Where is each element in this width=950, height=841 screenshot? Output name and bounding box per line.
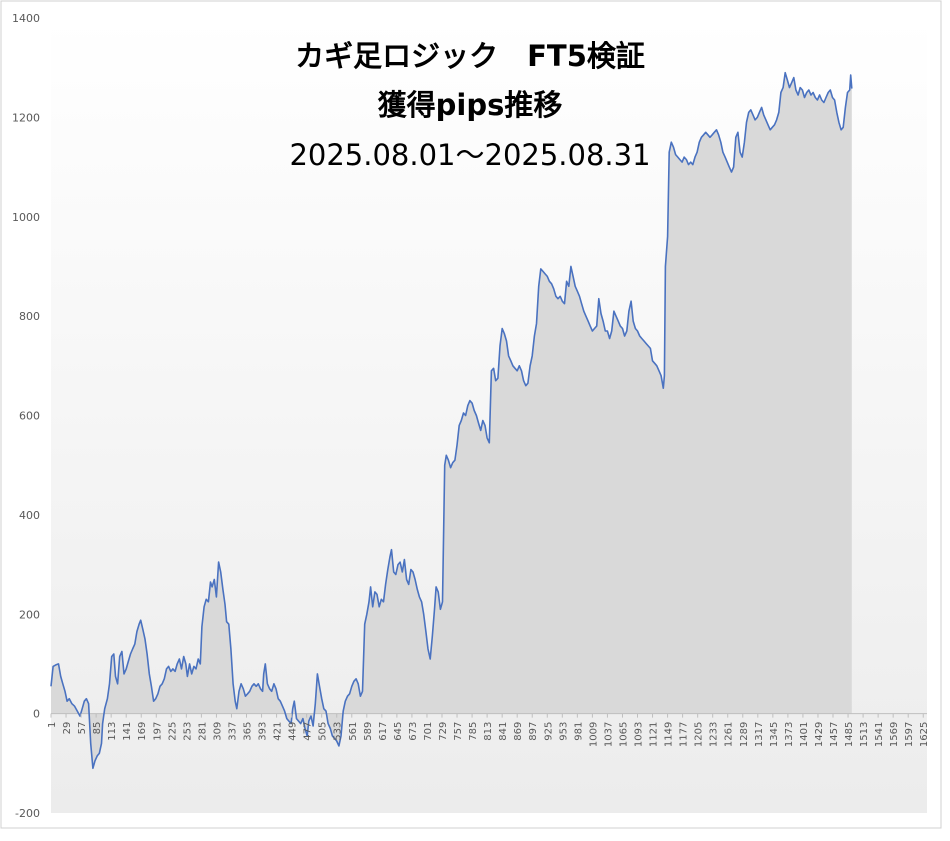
- x-tick-label: 673: [408, 722, 419, 741]
- y-tick-label: 0: [33, 708, 40, 721]
- x-tick-label: 1065: [619, 722, 630, 747]
- x-tick-label: 477: [303, 722, 314, 741]
- x-tick-label: 113: [107, 722, 118, 741]
- chart-title-line-3: 2025.08.01～2025.08.31: [289, 138, 650, 172]
- x-tick-label: 561: [348, 722, 359, 741]
- x-tick-label: 1037: [603, 722, 614, 747]
- x-tick-label: 1569: [889, 722, 900, 747]
- y-tick-label: 400: [19, 509, 40, 522]
- x-tick-label: 1261: [724, 722, 735, 747]
- x-tick-label: 29: [62, 722, 73, 735]
- x-tick-label: 757: [453, 722, 464, 741]
- x-tick-label: 729: [438, 722, 449, 741]
- x-tick-label: 337: [228, 722, 239, 741]
- y-tick-label: 200: [19, 608, 40, 621]
- x-tick-label: 869: [513, 722, 524, 741]
- y-tick-label: 1000: [12, 211, 40, 224]
- pips-line: [50, 71, 853, 770]
- x-tick-label: 365: [243, 722, 254, 741]
- x-tick-label: 841: [498, 722, 509, 741]
- x-tick-label: 617: [378, 722, 389, 741]
- x-tick-label: 1401: [799, 722, 810, 747]
- x-tick-label: 1597: [904, 722, 915, 747]
- x-tick-label: 57: [77, 722, 88, 735]
- x-tick-label: 1233: [709, 722, 720, 747]
- x-tick-label: 169: [137, 722, 148, 741]
- x-tick-label: 925: [543, 722, 554, 741]
- x-tick-label: 309: [212, 722, 223, 741]
- x-tick-label: 1149: [664, 722, 675, 747]
- y-tick-label: 800: [19, 310, 40, 323]
- y-tick-label: 1200: [12, 111, 40, 124]
- x-tick-label: 1429: [814, 722, 825, 747]
- x-tick-label: 225: [167, 722, 178, 741]
- x-tick-label: 1541: [874, 722, 885, 747]
- x-tick-label: 589: [363, 722, 374, 741]
- x-tick-label: 1205: [694, 722, 705, 747]
- x-tick-label: 1513: [859, 722, 870, 747]
- x-tick-label: 1121: [649, 722, 660, 747]
- x-tick-label: 421: [273, 722, 284, 741]
- y-tick-label: 1400: [12, 12, 40, 25]
- x-tick-label: 505: [318, 722, 329, 741]
- x-tick-label: 701: [423, 722, 434, 741]
- x-tick-label: 645: [393, 722, 404, 741]
- y-tick-label: 600: [19, 410, 40, 423]
- x-tick-label: 981: [573, 722, 584, 741]
- x-tick-label: 1093: [634, 722, 645, 747]
- x-tick-label: 1289: [739, 722, 750, 747]
- x-tick-label: 85: [92, 722, 103, 735]
- x-tick-label: 1373: [784, 722, 795, 747]
- y-axis: -200 0 200 400 600 800 1000 1200 1400: [12, 12, 40, 820]
- x-tick-label: 1: [47, 722, 58, 728]
- x-tick-label: 449: [288, 722, 299, 741]
- x-tick-label: 1625: [919, 722, 930, 747]
- chart-title-line-1: カギ足ロジック FT5検証: [295, 39, 645, 73]
- x-tick-label: 533: [333, 722, 344, 741]
- x-tick-label: 253: [182, 722, 193, 741]
- x-tick-label: 785: [468, 722, 479, 741]
- x-tick-label: 1485: [844, 722, 855, 747]
- x-tick-label: 897: [528, 722, 539, 741]
- pips-area-fill: [51, 72, 852, 769]
- x-tick-label: 1177: [679, 722, 690, 747]
- x-tick-label: 1345: [769, 722, 780, 747]
- x-axis: 1 29 57 85 113 141 169 197 225 253 281 309 337 365 393…: [47, 713, 930, 747]
- x-tick-label: 1457: [829, 722, 840, 747]
- y-tick-label: -200: [15, 807, 40, 820]
- x-tick-label: 281: [197, 722, 208, 741]
- x-tick-label: 141: [122, 722, 133, 741]
- chart-title: カギ足ロジック FT5検証 獲得pips推移 2025.08.01～2025.0…: [289, 39, 650, 172]
- x-tick-label: 197: [152, 722, 163, 741]
- x-tick-label: 393: [258, 722, 269, 741]
- x-tick-label: 813: [483, 722, 494, 741]
- chart-title-line-2: 獲得pips推移: [378, 88, 563, 122]
- x-tick-label: 1317: [754, 722, 765, 747]
- x-tick-label: 953: [558, 722, 569, 741]
- x-tick-label: 1009: [588, 722, 599, 747]
